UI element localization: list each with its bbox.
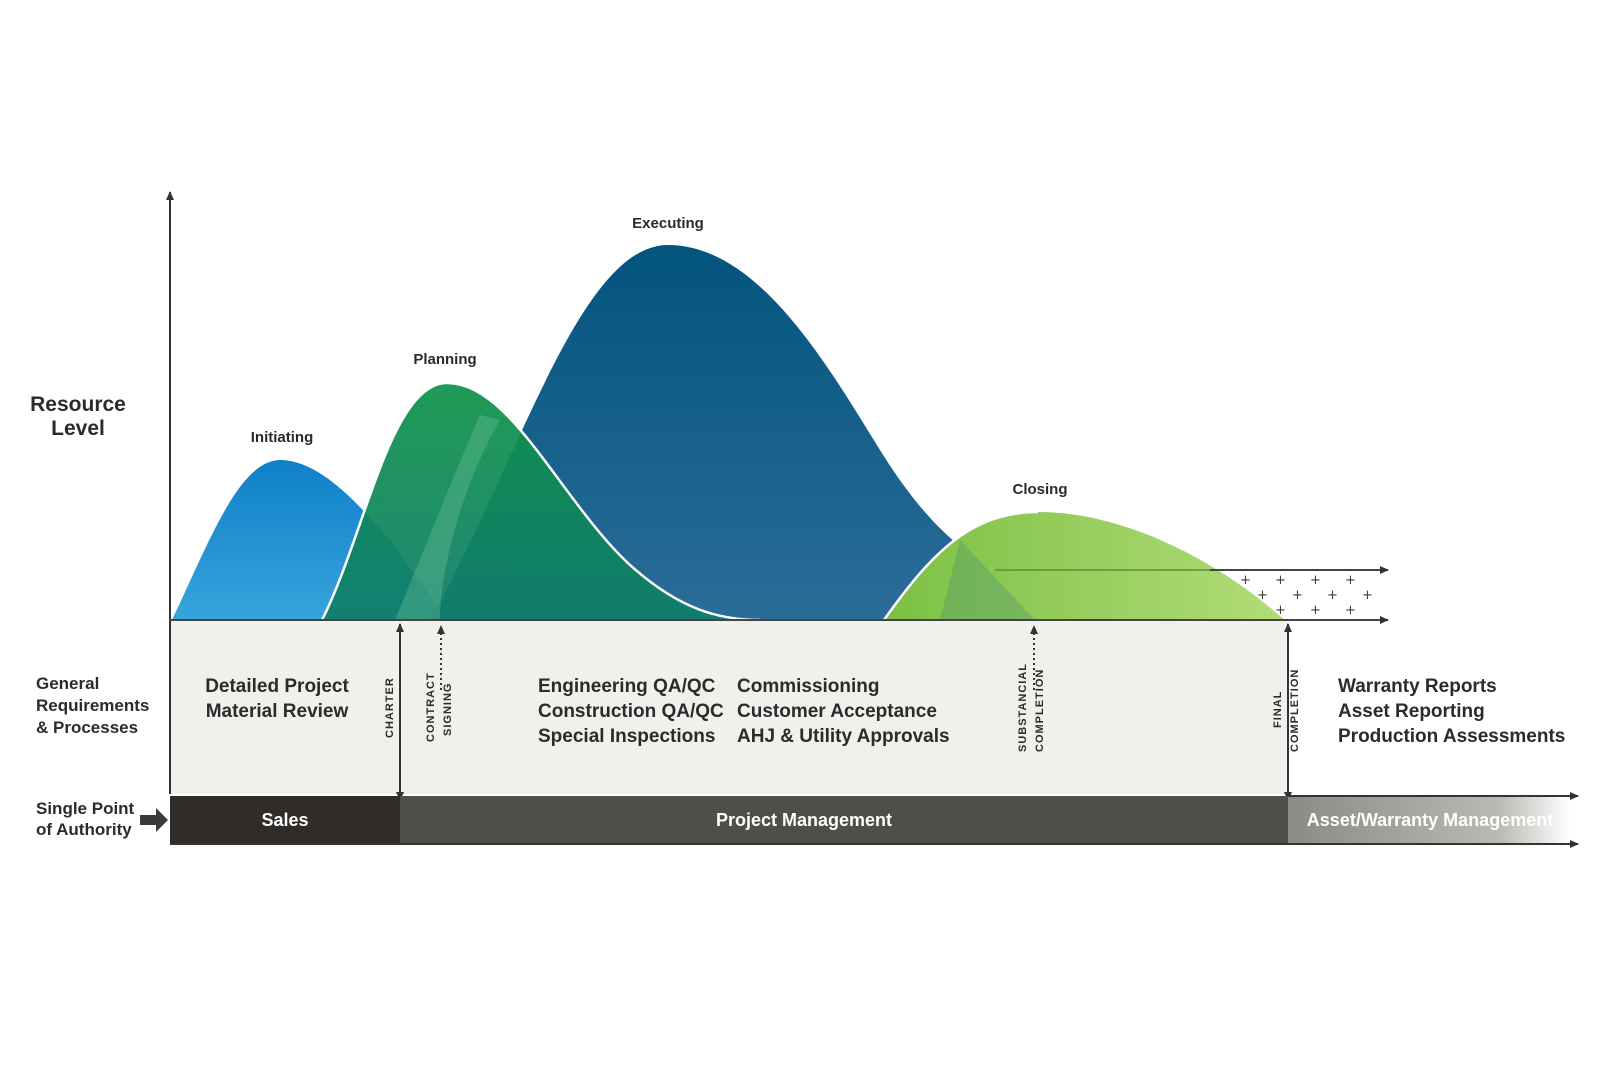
req-comm-1: Commissioning <box>737 676 880 697</box>
svg-text:+: + <box>1275 603 1286 618</box>
bar-project-management <box>400 796 1288 844</box>
closing-curve <box>884 512 1285 620</box>
req-qa-2: Construction QA/QC <box>538 701 724 722</box>
svg-text:+: + <box>1275 573 1286 588</box>
req-warranty-1: Warranty Reports <box>1338 676 1497 697</box>
authority-pointer-arrow <box>140 808 168 832</box>
phase-label-executing: Executing <box>632 215 704 232</box>
req-comm-2: Customer Acceptance <box>737 701 937 722</box>
milestone-charter: CHARTER <box>384 677 396 738</box>
y-axis-title-line1: Resource <box>30 393 126 416</box>
svg-text:+: + <box>1257 588 1268 603</box>
req-warranty-2: Asset Reporting <box>1338 701 1485 722</box>
y-axis-title-line2: Level <box>51 417 105 440</box>
phase-label-planning: Planning <box>413 351 476 368</box>
svg-text:+: + <box>1345 573 1356 588</box>
milestone-contract-1: CONTRACT <box>425 672 437 742</box>
row-label-authority-2: of Authority <box>36 820 132 839</box>
milestone-substantial-1: SUBSTANCIAL <box>1017 663 1029 752</box>
milestone-substantial-2: COMPLETION <box>1034 669 1046 752</box>
svg-text:+: + <box>1310 573 1321 588</box>
req-warranty-3: Production Assessments <box>1338 726 1565 747</box>
svg-text:+: + <box>1362 588 1373 603</box>
phase-label-initiating: Initiating <box>251 429 314 446</box>
closing-overlap <box>940 540 1035 620</box>
row-label-general-2: Requirements <box>36 696 149 715</box>
milestone-final-2: COMPLETION <box>1289 669 1301 752</box>
row-label-general-1: General <box>36 674 99 693</box>
bar-label-project-management: Project Management <box>716 810 892 830</box>
svg-text:+: + <box>1310 603 1321 618</box>
closing-curve-outline <box>882 510 1039 621</box>
future-plus-pattern: + + + + + + + + + + + <box>1240 573 1373 618</box>
milestone-final-1: FINAL <box>1272 691 1284 728</box>
overlap-highlight <box>395 415 500 620</box>
svg-text:+: + <box>1292 588 1303 603</box>
bar-asset-warranty <box>1288 796 1570 844</box>
req-comm-3: AHJ & Utility Approvals <box>737 726 950 747</box>
svg-text:+: + <box>1240 573 1251 588</box>
bar-label-asset-warranty: Asset/Warranty Management <box>1307 810 1553 830</box>
req-qa-3: Special Inspections <box>538 726 715 747</box>
bar-sales <box>170 796 400 844</box>
planning-curve <box>322 382 760 620</box>
milestone-contract-2: SIGNING <box>442 683 454 736</box>
req-qa-1: Engineering QA/QC <box>538 676 716 697</box>
planning-curve-outline <box>320 381 761 622</box>
svg-text:+: + <box>1327 588 1338 603</box>
row-label-authority-1: Single Point <box>36 799 135 818</box>
bar-label-sales: Sales <box>261 810 308 830</box>
req-sales-2: Material Review <box>206 701 349 722</box>
row-label-general-3: & Processes <box>36 718 138 737</box>
svg-text:+: + <box>1345 603 1356 618</box>
requirements-panel <box>170 620 1288 794</box>
phase-label-closing: Closing <box>1013 481 1068 498</box>
req-sales-1: Detailed Project <box>205 676 349 697</box>
